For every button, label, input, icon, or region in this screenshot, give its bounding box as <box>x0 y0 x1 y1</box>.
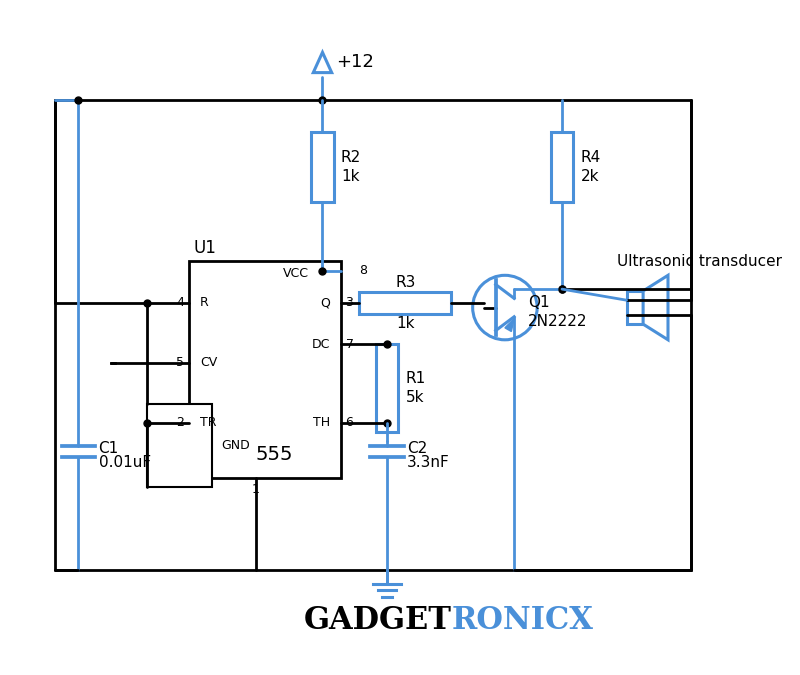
Bar <box>359 292 451 314</box>
Bar <box>376 344 398 432</box>
Text: 6: 6 <box>346 416 354 429</box>
Text: 5k: 5k <box>406 390 424 405</box>
Text: RONICX: RONICX <box>451 605 594 637</box>
Text: 2: 2 <box>176 416 184 429</box>
Polygon shape <box>505 319 514 331</box>
Text: CV: CV <box>200 356 217 369</box>
Text: +12: +12 <box>336 53 374 71</box>
Text: R: R <box>200 296 209 309</box>
Text: Ultrasonic transducer: Ultrasonic transducer <box>618 254 782 269</box>
Text: C1: C1 <box>98 441 119 456</box>
Bar <box>147 404 212 487</box>
Text: TH: TH <box>313 416 330 429</box>
Text: 5: 5 <box>176 356 184 369</box>
Text: 2k: 2k <box>581 169 599 184</box>
Text: C2: C2 <box>407 441 427 456</box>
Text: Q: Q <box>320 296 330 309</box>
Text: 1k: 1k <box>396 316 414 331</box>
Text: R4: R4 <box>581 151 601 165</box>
Text: 0.01uF: 0.01uF <box>98 455 150 470</box>
Text: 3.3nF: 3.3nF <box>407 455 450 470</box>
Text: DC: DC <box>311 338 330 351</box>
Text: 555: 555 <box>255 446 293 464</box>
Text: TR: TR <box>200 416 217 429</box>
Text: R2: R2 <box>341 151 361 165</box>
Text: 2N2222: 2N2222 <box>528 314 587 329</box>
Text: 8: 8 <box>359 264 367 277</box>
Text: 4: 4 <box>176 296 184 309</box>
Text: GADGET: GADGET <box>303 605 451 637</box>
Bar <box>189 261 341 478</box>
Bar <box>551 132 573 202</box>
Bar <box>626 291 643 324</box>
Text: Q1: Q1 <box>528 296 550 310</box>
Text: 1k: 1k <box>341 169 359 184</box>
Text: R3: R3 <box>395 275 415 290</box>
Text: GND: GND <box>221 439 250 452</box>
Text: 7: 7 <box>346 338 354 351</box>
Bar <box>311 132 334 202</box>
Text: R1: R1 <box>406 371 426 387</box>
Polygon shape <box>643 275 668 340</box>
Text: VCC: VCC <box>282 267 309 280</box>
Text: 1: 1 <box>252 483 260 495</box>
Text: 3: 3 <box>346 296 354 309</box>
Text: U1: U1 <box>194 239 216 256</box>
